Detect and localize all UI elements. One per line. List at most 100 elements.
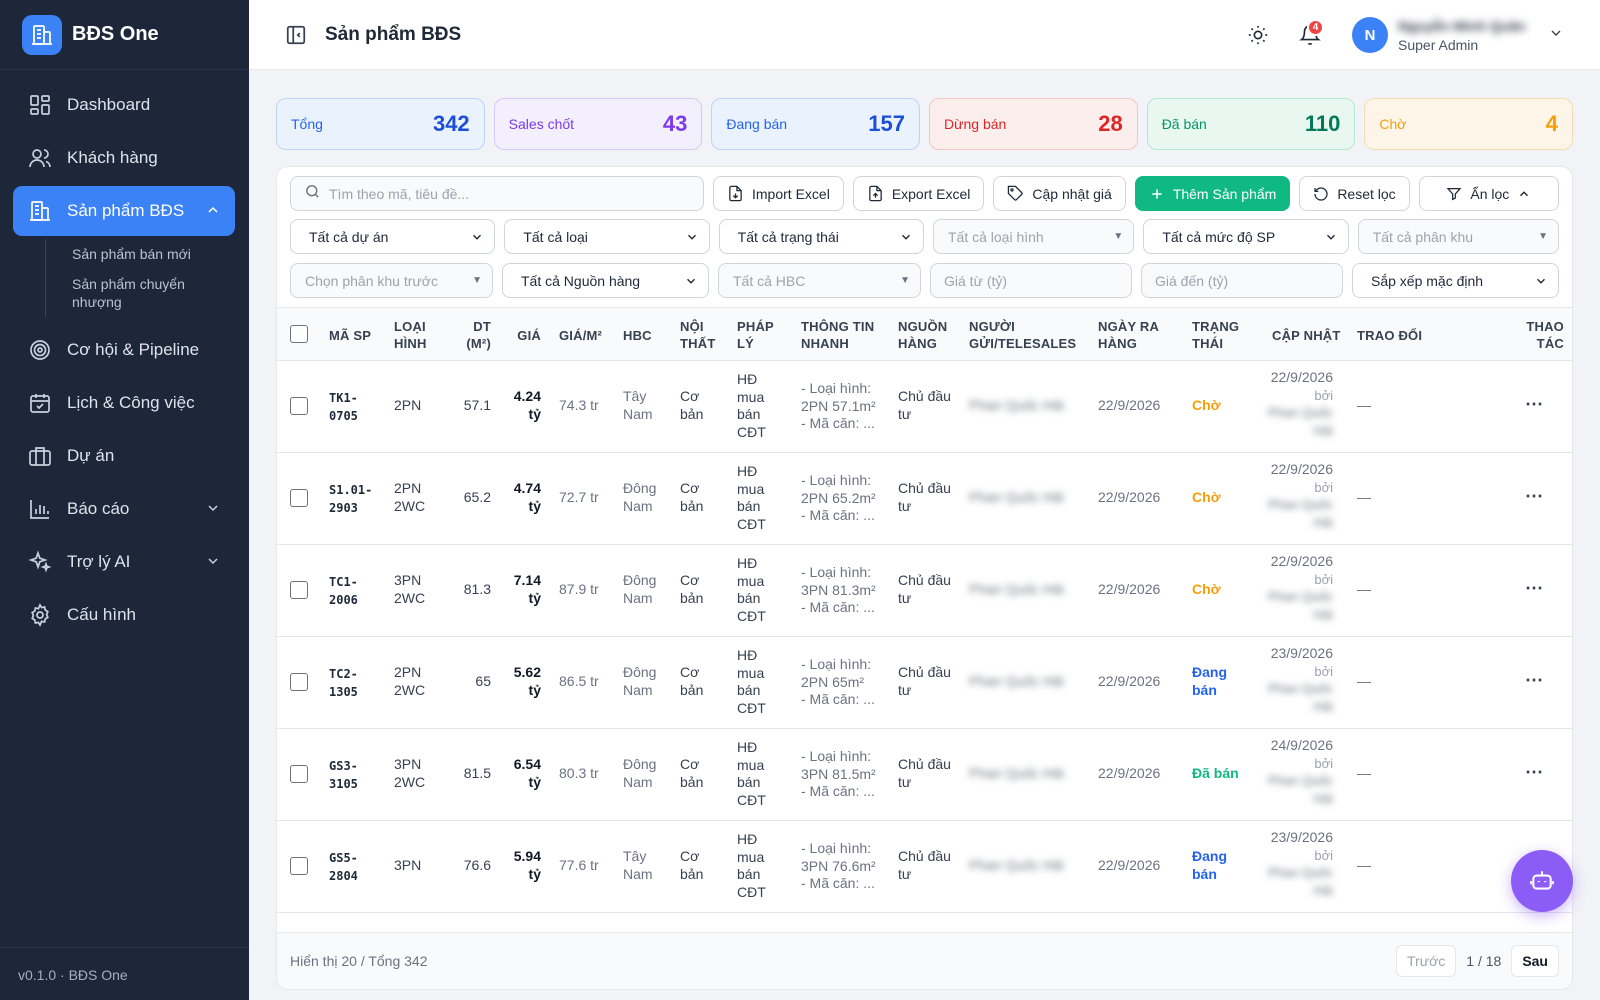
sidebar-item-dashboard[interactable]: Dashboard bbox=[13, 80, 235, 130]
hide-filter-button[interactable]: Ẩn lọc bbox=[1418, 176, 1559, 211]
row-checkbox[interactable] bbox=[290, 581, 308, 599]
more-actions-icon[interactable]: ⋯ bbox=[1525, 670, 1544, 690]
toolbar: Import Excel Export Excel Cập nhật giá T… bbox=[290, 176, 1559, 212]
sidebar-item-reports[interactable]: Báo cáo bbox=[13, 484, 235, 534]
theme-toggle-sun-icon[interactable] bbox=[1240, 17, 1276, 53]
sidebar-item-projects[interactable]: Dự án bbox=[13, 431, 235, 481]
filter-select[interactable]: Tất cả loại bbox=[504, 219, 710, 254]
ai-assistant-fab[interactable] bbox=[1511, 850, 1573, 912]
dropdown-triangle-icon: ▼ bbox=[1538, 231, 1548, 242]
stat-card[interactable]: Chờ 4 bbox=[1364, 98, 1574, 150]
brand[interactable]: BĐS One bbox=[0, 0, 249, 70]
stat-card[interactable]: Tổng 342 bbox=[276, 98, 485, 150]
filter-select[interactable]: Tất cả phân khu ▼ bbox=[1357, 219, 1559, 254]
product-type: 3PN 2WC bbox=[394, 756, 426, 790]
table-row[interactable]: TC2- 1305 2PN 2WC 65 5.62 tỷ 86.5 tr Đông Na… bbox=[277, 637, 1572, 729]
sidebar-item-products[interactable]: Sản phẩm BĐS bbox=[13, 186, 235, 236]
col-hbc[interactable]: HBC bbox=[623, 328, 652, 343]
table-row[interactable]: TC1- 2006 3PN 2WC 81.3 7.14 tỷ 87.9 tr Đông… bbox=[277, 545, 1572, 637]
col-code[interactable]: MÃ SP bbox=[329, 328, 372, 343]
stat-label: Dừng bán bbox=[944, 116, 1007, 132]
update-price-button[interactable]: Cập nhật giá bbox=[993, 176, 1126, 211]
more-actions-icon[interactable]: ⋯ bbox=[1525, 394, 1544, 414]
stat-card[interactable]: Sales chốt 43 bbox=[493, 98, 703, 150]
price-filter-input[interactable]: Giá từ (tỷ) bbox=[930, 263, 1132, 298]
price-per-m2: 86.5 tr bbox=[559, 673, 599, 689]
filter-select[interactable]: Tất cả Nguồn hàng bbox=[502, 263, 709, 298]
price-per-m2: 80.3 tr bbox=[559, 765, 599, 781]
product-price: 5.94 tỷ bbox=[513, 848, 541, 882]
filter-value: Tất cả dự án bbox=[309, 228, 389, 245]
stat-card[interactable]: Đang bán 157 bbox=[711, 98, 921, 150]
prev-page-button[interactable]: Trước bbox=[1396, 945, 1457, 977]
next-page-button[interactable]: Sau bbox=[1511, 945, 1559, 977]
table-row[interactable]: TK1- 0705 2PN 57.1 4.24 tỷ 74.3 tr Tây Nam … bbox=[277, 361, 1572, 453]
import-excel-button[interactable]: Import Excel bbox=[713, 176, 844, 211]
filter-select[interactable]: Tất cả HBC ▼ bbox=[718, 263, 921, 298]
sidebar-item-ai-assistant[interactable]: Trợ lý AI bbox=[13, 537, 235, 587]
col-exchange[interactable]: TRAO ĐỔI bbox=[1357, 328, 1423, 343]
product-quick-info: - Loại hình: 2PN 57.1m² - Mã căn: ... bbox=[801, 380, 876, 431]
filter-select[interactable]: Tất cả dự án bbox=[290, 219, 496, 254]
filter-select[interactable]: Sắp xếp mặc định bbox=[1352, 263, 1559, 298]
col-legal[interactable]: PHÁP LÝ bbox=[737, 319, 774, 351]
user-info[interactable]: Nguyễn Minh Quân Super Admin bbox=[1398, 18, 1548, 53]
more-actions-icon[interactable]: ⋯ bbox=[1525, 578, 1544, 598]
col-price[interactable]: GIÁ bbox=[517, 328, 541, 343]
sidebar-toggle-icon[interactable] bbox=[285, 24, 307, 46]
stat-label: Tổng bbox=[291, 116, 323, 132]
product-code[interactable]: TK1- 0705 bbox=[329, 391, 358, 423]
table-row[interactable]: S1.01- 2903 2PN 2WC 65.2 4.74 tỷ 72.7 tr Đô… bbox=[277, 453, 1572, 545]
sidebar-item-settings[interactable]: Cấu hình bbox=[13, 590, 235, 640]
avatar[interactable]: N bbox=[1352, 17, 1388, 53]
select-all-checkbox[interactable] bbox=[290, 325, 308, 343]
file-export-icon bbox=[869, 185, 882, 202]
filter-select[interactable]: Tất cả trạng thái bbox=[718, 219, 924, 254]
product-area: 57.1 bbox=[463, 397, 491, 413]
more-actions-icon[interactable]: ⋯ bbox=[1525, 762, 1544, 782]
stat-card[interactable]: Đã bán 110 bbox=[1146, 98, 1356, 150]
col-type[interactable]: LOẠI HÌNH bbox=[394, 319, 427, 351]
col-interior[interactable]: NỘI THẤT bbox=[680, 319, 716, 351]
col-price-per-m2[interactable]: GIÁ/M² bbox=[559, 328, 603, 343]
export-excel-button[interactable]: Export Excel bbox=[852, 176, 985, 211]
chevron-up-icon bbox=[1520, 190, 1529, 196]
add-product-button[interactable]: Thêm Sản phẩm bbox=[1134, 176, 1291, 211]
search-input[interactable] bbox=[329, 185, 689, 202]
col-updated[interactable]: CẬP NHẬT bbox=[1272, 328, 1341, 343]
search-box[interactable] bbox=[290, 176, 704, 211]
col-release-date[interactable]: NGÀY RA HÀNG bbox=[1098, 319, 1160, 351]
subitem-transfer-products[interactable]: Sản phẩm chuyển nhượng bbox=[72, 276, 185, 310]
product-code[interactable]: GS3- 3105 bbox=[329, 759, 358, 791]
sidebar-item-customers[interactable]: Khách hàng bbox=[13, 133, 235, 183]
product-code[interactable]: S1.01- 2903 bbox=[329, 483, 373, 515]
table-row[interactable]: GS3- 3105 3PN 2WC 81.5 6.54 tỷ 80.3 tr Đông… bbox=[277, 729, 1572, 821]
table-row[interactable]: GS5- 2804 3PN 76.6 5.94 tỷ 77.6 tr Tây Nam … bbox=[277, 821, 1572, 913]
row-checkbox[interactable] bbox=[290, 857, 308, 875]
filter-select[interactable]: Tất cả loại hình ▼ bbox=[932, 219, 1135, 254]
table-row[interactable]: HĐ - Loại hình: 24/9/2026 bbox=[277, 913, 1572, 923]
sidebar-item-calendar[interactable]: Lịch & Công việc bbox=[13, 378, 235, 428]
col-status[interactable]: TRẠNG THÁI bbox=[1192, 319, 1240, 351]
product-code[interactable]: GS5- 2804 bbox=[329, 851, 358, 883]
stat-card[interactable]: Dừng bán 28 bbox=[929, 98, 1138, 150]
sidebar-item-pipeline[interactable]: Cơ hội & Pipeline bbox=[13, 325, 235, 375]
price-filter-input[interactable]: Giá đến (tỷ) bbox=[1141, 263, 1343, 298]
bell-icon[interactable]: 4 bbox=[1292, 17, 1328, 53]
row-checkbox[interactable] bbox=[290, 397, 308, 415]
product-code[interactable]: TC2- 1305 bbox=[329, 667, 358, 699]
row-checkbox[interactable] bbox=[290, 673, 308, 691]
col-source[interactable]: NGUỒN HÀNG bbox=[898, 319, 948, 351]
reset-filter-button[interactable]: Reset lọc bbox=[1299, 176, 1410, 211]
row-checkbox[interactable] bbox=[290, 765, 308, 783]
more-actions-icon[interactable]: ⋯ bbox=[1525, 486, 1544, 506]
chevron-down-icon[interactable] bbox=[1548, 25, 1564, 46]
col-area[interactable]: DT (M²) bbox=[466, 319, 491, 351]
col-quick-info[interactable]: THÔNG TIN NHANH bbox=[801, 319, 875, 351]
col-sender[interactable]: NGƯỜI GỬI/TELESALES bbox=[969, 319, 1077, 351]
filter-select[interactable]: Chọn phân khu trước ▼ bbox=[290, 263, 493, 298]
filter-select[interactable]: Tất cả mức độ SP bbox=[1143, 219, 1349, 254]
product-code[interactable]: TC1- 2006 bbox=[329, 575, 358, 607]
subitem-new-products[interactable]: Sản phẩm bán mới bbox=[72, 246, 191, 262]
row-checkbox[interactable] bbox=[290, 489, 308, 507]
